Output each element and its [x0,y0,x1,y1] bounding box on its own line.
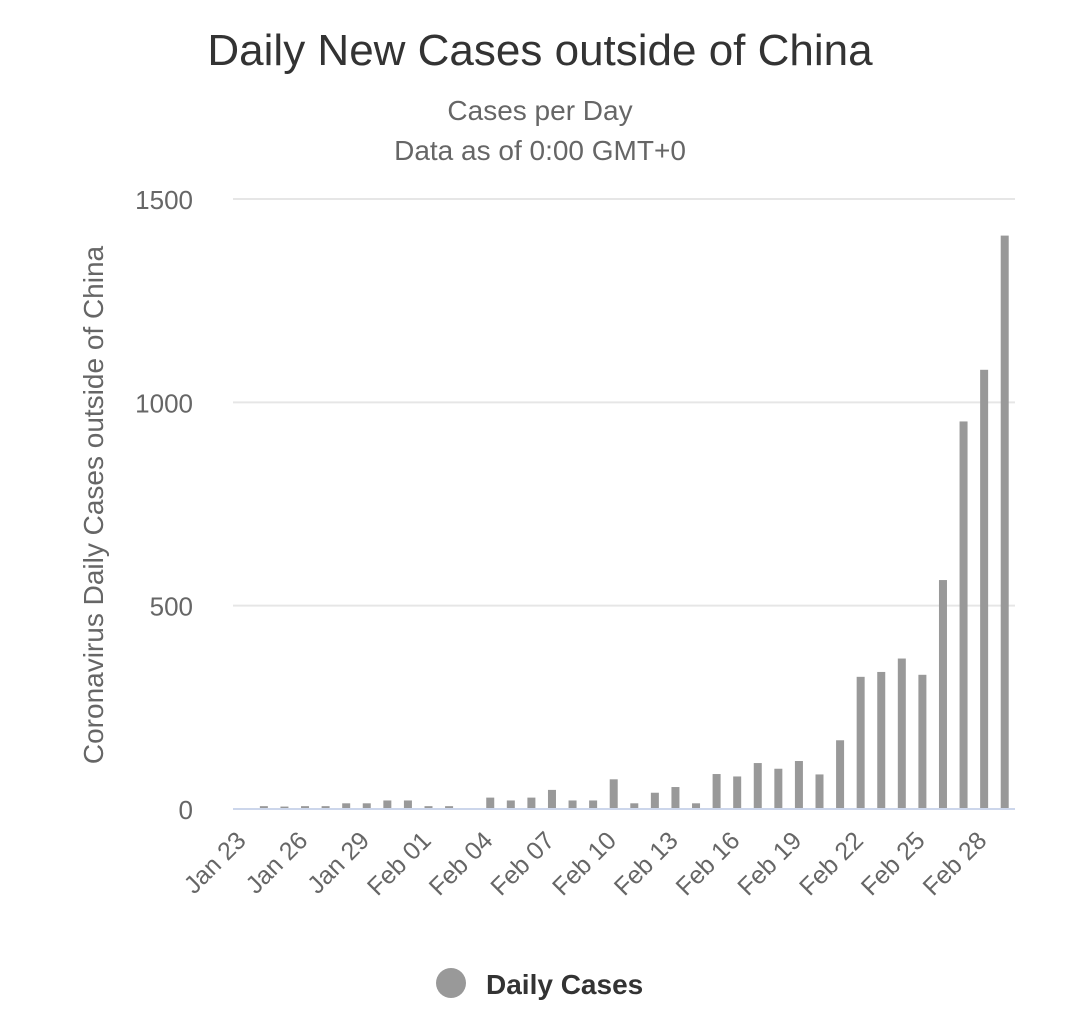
y-axis-label: Coronavirus Daily Cases outside of China [78,245,109,764]
bar[interactable] [938,580,947,809]
bar[interactable] [712,774,721,809]
bar[interactable] [506,800,515,809]
bar[interactable] [445,806,454,809]
bar[interactable] [980,369,989,809]
bar[interactable] [671,787,680,809]
legend[interactable]: Daily Cases [436,968,643,1000]
chart-subtitle-line-1: Cases per Day [447,95,632,126]
bar[interactable] [568,800,577,809]
legend-marker-icon [436,968,466,998]
bar[interactable] [692,803,701,809]
bar[interactable] [630,803,639,809]
bar[interactable] [959,421,968,809]
bar[interactable] [259,806,268,809]
x-tick-label: Feb 25 [856,826,931,901]
bar[interactable] [424,806,433,809]
x-tick-label: Feb 04 [424,826,499,901]
y-tick-label: 1500 [135,185,193,215]
bar[interactable] [403,800,412,809]
x-tick-label: Feb 28 [918,826,993,901]
bar[interactable] [856,676,865,809]
x-tick-label: Feb 10 [547,826,622,901]
bars [259,235,1009,810]
bar[interactable] [650,792,659,809]
bar[interactable] [321,806,330,809]
bar[interactable] [794,761,803,809]
x-tick-label: Jan 26 [240,826,313,899]
bar[interactable] [877,671,886,809]
x-tick-label: Feb 16 [671,826,746,901]
gridlines [233,198,1015,607]
bar[interactable] [897,658,906,809]
legend-label: Daily Cases [486,969,643,1000]
x-tick-label: Feb 19 [732,826,807,901]
bar[interactable] [486,797,495,809]
y-tick-label: 500 [150,592,193,622]
bar[interactable] [342,803,351,809]
y-tick-label: 0 [179,795,193,825]
bar[interactable] [1000,235,1009,810]
y-axis-ticks: 0 500 1000 1500 [135,185,193,825]
bar[interactable] [733,776,742,809]
bar[interactable] [547,789,556,809]
bar[interactable] [527,797,536,809]
x-tick-label: Feb 07 [485,826,560,901]
bar[interactable] [753,763,762,809]
bar[interactable] [383,800,392,809]
bar[interactable] [362,803,371,809]
bar[interactable] [280,806,289,809]
bar[interactable] [918,674,927,809]
chart-subtitle-line-2: Data as of 0:00 GMT+0 [394,135,686,166]
x-tick-label: Jan 23 [179,826,252,899]
y-tick-label: 1000 [135,388,193,418]
x-tick-label: Feb 01 [362,826,437,901]
bar[interactable] [609,779,618,809]
x-tick-label: Jan 29 [302,826,375,899]
bar[interactable] [836,740,845,809]
x-tick-label: Feb 22 [794,826,869,901]
bar[interactable] [301,806,310,809]
bar[interactable] [589,800,598,809]
bar[interactable] [815,774,824,809]
x-tick-label: Feb 13 [609,826,684,901]
chart-title: Daily New Cases outside of China [207,26,873,75]
bar[interactable] [774,768,783,809]
